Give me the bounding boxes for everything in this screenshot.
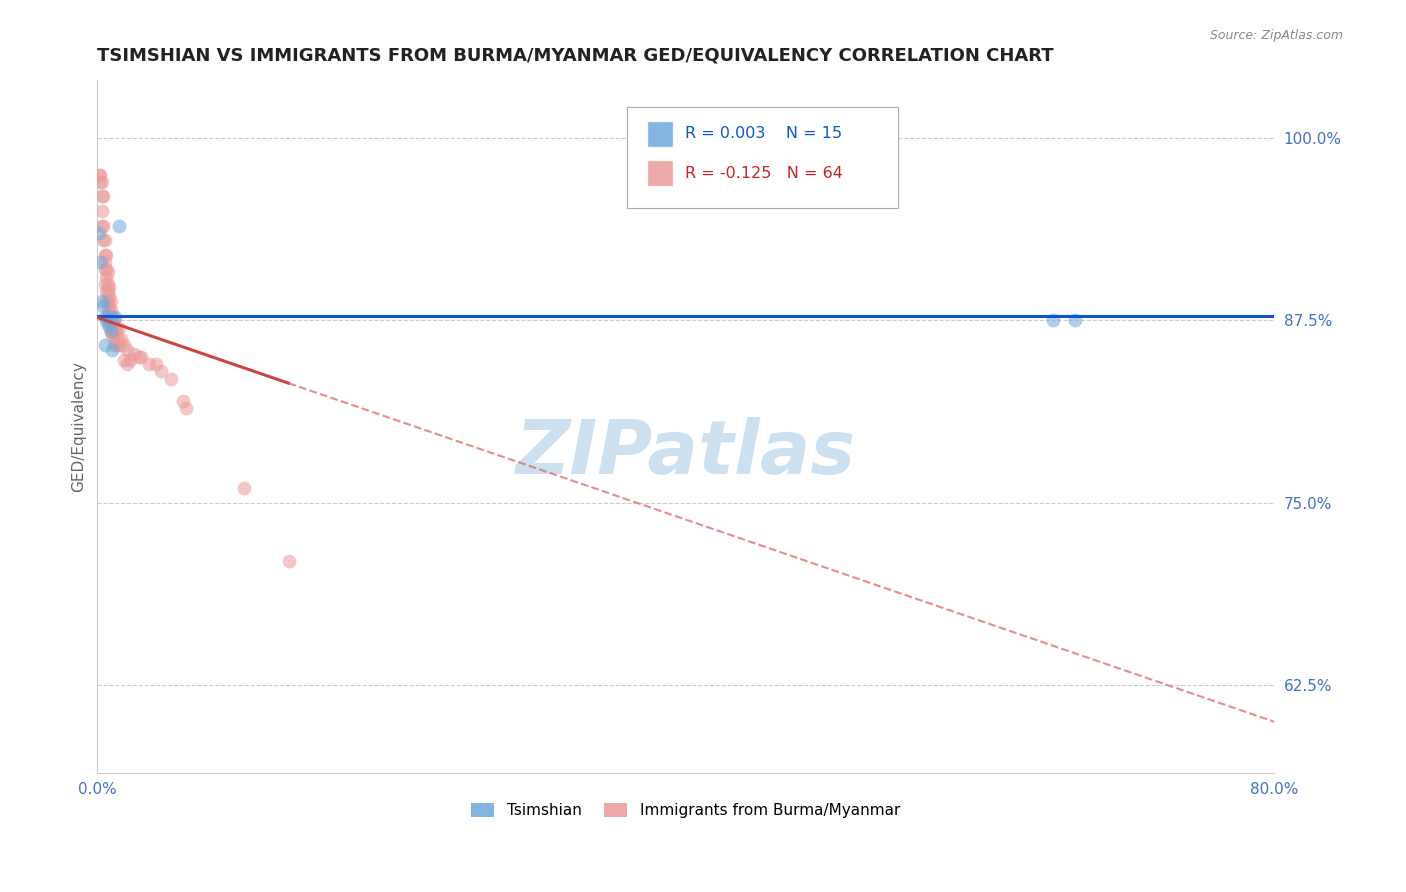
Point: [98, 318, 121, 332]
Point: [96, 313, 118, 327]
Point: [100, 303, 122, 318]
Point: [98, 280, 121, 294]
Point: [96, 284, 118, 298]
Point: [104, 310, 127, 325]
Point: [100, 324, 122, 338]
Text: ZIPatlas: ZIPatlas: [516, 417, 856, 491]
Point: [103, 324, 125, 338]
Legend: Tsimshian, Immigrants from Burma/Myanmar: Tsimshian, Immigrants from Burma/Myanmar: [465, 797, 905, 824]
Point: [172, 393, 194, 408]
Point: [97, 277, 120, 291]
FancyBboxPatch shape: [627, 107, 897, 208]
Point: [90, 189, 112, 203]
Point: [105, 338, 128, 352]
Y-axis label: GED/Equivalency: GED/Equivalency: [72, 360, 86, 491]
Point: [108, 338, 131, 352]
Point: [100, 294, 122, 309]
Point: [97, 294, 120, 309]
Point: [145, 357, 167, 371]
Point: [115, 343, 138, 357]
Point: [98, 309, 121, 323]
Point: [93, 262, 115, 277]
Point: [93, 310, 115, 325]
Point: [1064, 313, 1087, 327]
Point: [96, 262, 118, 277]
Point: [87, 226, 110, 240]
Point: [149, 364, 172, 378]
Point: [100, 313, 122, 327]
Point: [101, 309, 124, 323]
Text: R = 0.003    N = 15: R = 0.003 N = 15: [685, 127, 842, 141]
Point: [107, 332, 129, 346]
Point: [87, 168, 110, 182]
Point: [108, 219, 131, 233]
Point: [103, 313, 125, 327]
Point: [101, 343, 124, 357]
Point: [90, 219, 112, 233]
Point: [93, 248, 115, 262]
Point: [93, 233, 115, 247]
Point: [90, 294, 112, 309]
Point: [277, 554, 299, 568]
Text: TSIMSHIAN VS IMMIGRANTS FROM BURMA/MYANMAR GED/EQUIVALENCY CORRELATION CHART: TSIMSHIAN VS IMMIGRANTS FROM BURMA/MYANM…: [97, 46, 1054, 64]
Point: [112, 352, 135, 367]
Point: [104, 320, 127, 334]
Point: [105, 324, 128, 338]
Point: [100, 324, 122, 338]
Point: [98, 310, 121, 325]
Point: [115, 357, 138, 371]
Point: [97, 265, 120, 279]
Point: [91, 233, 114, 247]
Bar: [647, 120, 672, 147]
Point: [174, 401, 197, 415]
Point: [91, 219, 114, 233]
Point: [101, 318, 124, 332]
Point: [112, 338, 135, 352]
Bar: [647, 160, 672, 186]
Point: [128, 350, 150, 364]
Point: [96, 248, 118, 262]
Point: [96, 294, 118, 309]
Point: [91, 189, 114, 203]
Text: Source: ZipAtlas.com: Source: ZipAtlas.com: [1209, 29, 1343, 42]
Point: [97, 284, 120, 298]
Point: [101, 328, 124, 343]
Point: [97, 303, 120, 318]
Point: [131, 350, 153, 364]
Point: [118, 352, 141, 367]
Point: [89, 168, 111, 182]
Point: [90, 204, 112, 219]
Point: [138, 357, 160, 371]
Point: [110, 332, 132, 346]
Point: [96, 269, 118, 284]
Point: [103, 338, 125, 352]
Point: [160, 372, 183, 386]
Point: [89, 255, 111, 269]
Point: [104, 332, 127, 346]
Point: [108, 320, 131, 334]
Point: [1042, 313, 1064, 327]
Point: [122, 347, 145, 361]
Point: [90, 175, 112, 189]
Text: R = -0.125   N = 64: R = -0.125 N = 64: [685, 166, 842, 181]
Point: [89, 175, 111, 189]
Point: [91, 299, 114, 313]
Point: [93, 338, 115, 352]
Point: [98, 299, 121, 313]
Point: [98, 288, 121, 302]
Point: [93, 255, 115, 269]
Point: [97, 318, 120, 332]
Point: [93, 277, 115, 291]
Point: [233, 481, 256, 495]
